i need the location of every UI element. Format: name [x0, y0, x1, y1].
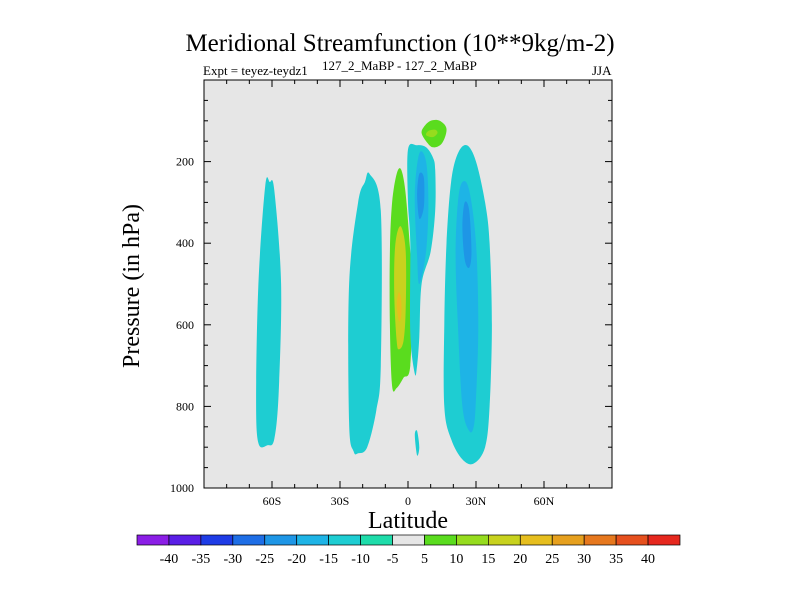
- y-tick-label: 800: [176, 399, 194, 413]
- colorbar-label: 5: [421, 552, 428, 567]
- colorbar: -40 -35 -30 -25 -20 -15 -10 -5 5 10 15 20 25 30 35 40: [136, 534, 681, 567]
- colorbar-label: -10: [351, 552, 370, 567]
- colorbar-label: -25: [255, 552, 274, 567]
- contour-cell-60S: [256, 177, 282, 448]
- colorbar-swatch: [424, 534, 457, 546]
- colorbar-label: -5: [387, 552, 399, 567]
- contour-yellow-core-eq: [394, 226, 407, 350]
- colorbar-label: 20: [513, 552, 527, 567]
- colorbar-swatch: [232, 534, 266, 546]
- colorbar-swatch: [328, 534, 361, 546]
- colorbar-swatch: [519, 534, 553, 546]
- x-axis-title: Latitude: [368, 508, 448, 534]
- colorbar-label: 35: [609, 552, 623, 567]
- contour-layer: [256, 119, 492, 465]
- colorbar-label: 40: [641, 552, 655, 567]
- contour-cell-25S: [348, 172, 382, 455]
- colorbar-label: 25: [545, 552, 559, 567]
- season-label: JJA: [592, 63, 612, 78]
- experiment-label: Expt = teyez-teydz1: [203, 63, 308, 78]
- x-tick-label: 30N: [466, 494, 487, 508]
- colorbar-label: -35: [192, 552, 211, 567]
- colorbar-label: -15: [319, 552, 338, 567]
- colorbar-swatch: [296, 534, 329, 546]
- chart-title: Meridional Streamfunction (10**9kg/m-2): [185, 30, 615, 57]
- run-label: 127_2_MaBP - 127_2_MaBP: [322, 58, 477, 73]
- colorbar-label: -40: [160, 552, 179, 567]
- colorbar-label: 30: [577, 552, 591, 567]
- contour-green-blob-top-core: [425, 129, 438, 138]
- contour-core-30N-inner: [462, 201, 472, 269]
- y-tick-label: 600: [176, 318, 194, 332]
- y-axis-title: Pressure (in hPa): [119, 204, 145, 368]
- x-tick-label: 60N: [534, 494, 555, 508]
- colorbar-label: 15: [481, 552, 495, 567]
- colorbar-swatch: [583, 534, 617, 546]
- colorbar-swatch: [551, 534, 585, 546]
- colorbar-swatch: [264, 534, 298, 546]
- colorbar-swatch: [168, 534, 202, 546]
- y-tick-label: 1000: [170, 481, 194, 495]
- x-tick-label: 30S: [331, 494, 350, 508]
- y-tick-label: 200: [176, 155, 194, 169]
- colorbar-swatch: [136, 534, 170, 546]
- contour-streak-eq-low: [414, 430, 420, 456]
- colorbar-swatch: [647, 534, 681, 546]
- colorbar-swatch: [392, 534, 425, 546]
- contour-core-8N-inner: [417, 172, 425, 220]
- colorbar-swatch: [488, 534, 521, 546]
- colorbar-swatch: [360, 534, 393, 546]
- contour-orange-core-eq: [396, 292, 402, 322]
- contour-core-30N: [455, 180, 479, 433]
- y-tick-label: 400: [176, 236, 194, 250]
- colorbar-label: 10: [449, 552, 463, 567]
- x-tick-label: 0: [405, 494, 411, 508]
- colorbar-swatch: [200, 534, 234, 546]
- colorbar-swatch: [456, 534, 489, 546]
- colorbar-label: -30: [223, 552, 242, 567]
- colorbar-swatch: [615, 534, 649, 546]
- colorbar-label: -20: [287, 552, 306, 567]
- x-tick-label: 60S: [263, 494, 282, 508]
- axis-ticks: 60S 30S 0 30N 60N 200 400 600 800 1000: [170, 80, 612, 508]
